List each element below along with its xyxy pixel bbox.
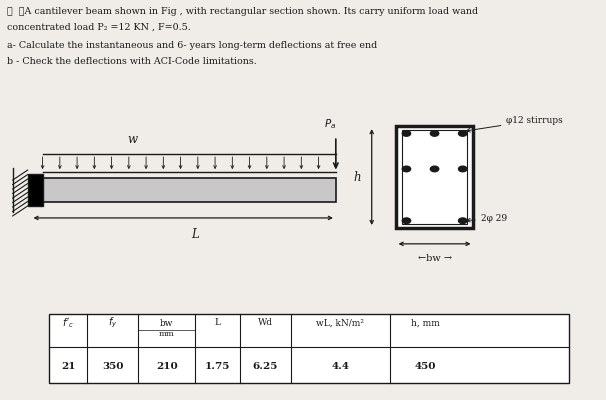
Text: wL, kN/m²: wL, kN/m²	[316, 318, 364, 327]
Text: Wd: Wd	[258, 318, 273, 327]
Text: 210: 210	[156, 362, 178, 371]
Text: ℓ  ℓA cantilever beam shown in Fig , with rectangular section shown. Its carry u: ℓ ℓA cantilever beam shown in Fig , with…	[7, 7, 478, 16]
Circle shape	[430, 166, 439, 172]
Text: 2φ 29: 2φ 29	[467, 214, 507, 223]
Circle shape	[402, 218, 411, 224]
Bar	[42, 178, 336, 202]
Bar	[28, 174, 42, 206]
Text: h: h	[353, 170, 361, 184]
Circle shape	[430, 131, 439, 136]
Text: L: L	[215, 318, 221, 327]
Text: φ12 stirrups: φ12 stirrups	[467, 116, 563, 132]
Text: $f_y$: $f_y$	[108, 316, 118, 330]
Text: h, mm: h, mm	[411, 318, 440, 327]
Bar	[48, 314, 569, 383]
Text: 450: 450	[415, 362, 436, 371]
Circle shape	[402, 131, 411, 136]
Text: 4.4: 4.4	[331, 362, 349, 371]
Text: b - Check the deflections with ACI-Code limitations.: b - Check the deflections with ACI-Code …	[7, 57, 256, 66]
Text: 1.75: 1.75	[205, 362, 230, 371]
Text: 21: 21	[61, 362, 75, 371]
Text: concentrated load P₂ =12 KN , F=0.5.: concentrated load P₂ =12 KN , F=0.5.	[7, 23, 190, 32]
Text: w: w	[127, 133, 138, 146]
Text: L: L	[191, 228, 199, 241]
Text: 6φ 29: 6φ 29	[424, 151, 451, 160]
Circle shape	[459, 166, 467, 172]
Circle shape	[459, 131, 467, 136]
Text: $f'_c$: $f'_c$	[62, 316, 74, 330]
Text: bw: bw	[160, 319, 173, 328]
Circle shape	[402, 166, 411, 172]
Bar	[402, 130, 467, 224]
Text: mm: mm	[159, 330, 175, 338]
Circle shape	[459, 218, 467, 224]
Text: a- Calculate the instantaneous and 6- years long-term deflections at free end: a- Calculate the instantaneous and 6- ye…	[7, 40, 377, 50]
Text: $P_a$: $P_a$	[324, 117, 336, 131]
Text: 350: 350	[102, 362, 124, 371]
Text: 6.25: 6.25	[253, 362, 278, 371]
Bar	[396, 126, 473, 228]
Text: ←bw →: ←bw →	[418, 254, 451, 263]
